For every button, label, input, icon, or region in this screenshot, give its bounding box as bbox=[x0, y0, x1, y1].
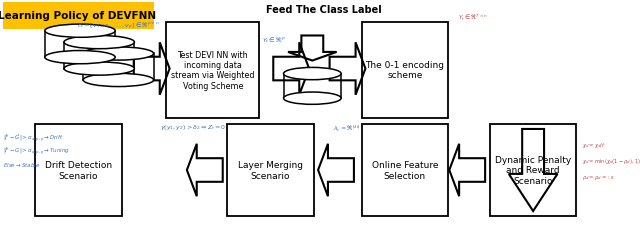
Ellipse shape bbox=[64, 36, 134, 49]
Text: $Else\rightarrow Stable$: $Else\rightarrow Stable$ bbox=[3, 160, 40, 169]
Ellipse shape bbox=[45, 25, 115, 38]
Text: $Y_t\in\mathfrak{R}^{T\times n}$: $Y_t\in\mathfrak{R}^{T\times n}$ bbox=[458, 12, 488, 22]
Text: $\gamma(y_1,y_2)>\delta_2\Rightarrow Z_t=0$: $\gamma(y_1,y_2)>\delta_2\Rightarrow Z_t… bbox=[160, 123, 227, 132]
Bar bbox=[227, 125, 314, 216]
Ellipse shape bbox=[284, 93, 341, 105]
Text: $|\hat{F}-\hat{G}|>\alpha_{d,p,p}\rightarrow Drift$: $|\hat{F}-\hat{G}|>\alpha_{d,p,p}\righta… bbox=[3, 132, 64, 143]
Text: Dynamic Penalty
and Reward
Scenario: Dynamic Penalty and Reward Scenario bbox=[495, 155, 571, 185]
Bar bbox=[362, 125, 448, 216]
Text: $Y_t\in\mathfrak{R}^p$: $Y_t\in\mathfrak{R}^p$ bbox=[262, 35, 286, 44]
Bar bbox=[3, 3, 154, 30]
Text: $\chi_d=\chi_d/t$: $\chi_d=\chi_d/t$ bbox=[582, 141, 606, 150]
Text: $\chi_d=\min(\chi_d(1-\rho_d),1)$: $\chi_d=\min(\chi_d(1-\rho_d),1)$ bbox=[582, 157, 640, 166]
Text: Drift Detection
Scenario: Drift Detection Scenario bbox=[45, 160, 112, 180]
Bar bbox=[83, 54, 154, 81]
Ellipse shape bbox=[64, 63, 134, 76]
Bar bbox=[64, 43, 134, 69]
Ellipse shape bbox=[45, 51, 115, 64]
Bar bbox=[284, 74, 341, 99]
Bar bbox=[35, 125, 122, 216]
Text: $c_t=[v_1,v_2,...,v_p]\in\mathfrak{R}^{p\times n}$: $c_t=[v_1,v_2,...,v_p]\in\mathfrak{R}^{p… bbox=[77, 20, 160, 32]
Text: Feed The Class Label: Feed The Class Label bbox=[266, 5, 381, 15]
Text: The 0-1 encoding
scheme: The 0-1 encoding scheme bbox=[365, 61, 444, 80]
Bar bbox=[45, 32, 115, 58]
Ellipse shape bbox=[83, 74, 154, 87]
Bar bbox=[362, 23, 448, 118]
Ellipse shape bbox=[284, 68, 341, 80]
Text: Learning Policy of DEVFNN: Learning Policy of DEVFNN bbox=[0, 11, 156, 21]
Text: $\rho_d=\rho_d=:\varepsilon$: $\rho_d=\rho_d=:\varepsilon$ bbox=[582, 173, 616, 181]
Text: Layer Merging
Scenario: Layer Merging Scenario bbox=[238, 160, 303, 180]
Text: Online Feature
Selection: Online Feature Selection bbox=[372, 160, 438, 180]
Bar bbox=[490, 125, 576, 216]
Text: $|\hat{F}-G|>\alpha_{d,p,p}\rightarrow Tuning$: $|\hat{F}-G|>\alpha_{d,p,p}\rightarrow T… bbox=[3, 145, 70, 157]
Text: $\lambda_t=\mathfrak{R}^{|\lambda t|}$: $\lambda_t=\mathfrak{R}^{|\lambda t|}$ bbox=[333, 122, 360, 132]
Bar bbox=[166, 23, 259, 118]
Ellipse shape bbox=[83, 48, 154, 61]
Text: Test DEVI NN with
incoming data
stream via Weighted
Voting Scheme: Test DEVI NN with incoming data stream v… bbox=[171, 50, 255, 90]
